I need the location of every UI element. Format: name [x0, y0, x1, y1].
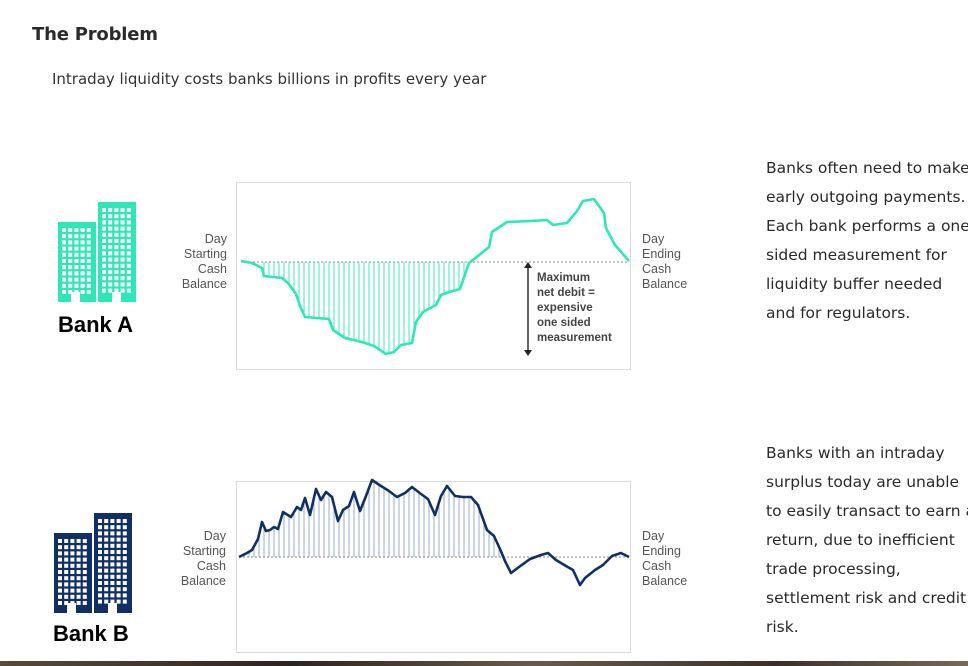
bank-b-start-label: Day Starting Cash Balance: [180, 529, 226, 588]
bank-a-start-label: Day Starting Cash Balance: [181, 232, 227, 291]
bank-a-description: Banks often need to make early outgoing …: [766, 159, 968, 322]
bank-b-description: Banks with an intraday surplus today are…: [766, 444, 968, 636]
building-icon-bank-b: [54, 513, 132, 613]
page-title: The Problem: [32, 24, 158, 45]
bank-a-end-label: Day Ending Cash Balance: [642, 232, 688, 291]
building-icon-bank-a: [58, 202, 136, 302]
bottom-strip: [0, 661, 968, 666]
bank-a-label: Bank A: [58, 312, 133, 337]
bank-a-annotation: Maximum net debit = expensive one sided …: [537, 272, 612, 344]
bank-a-chart-frame: [236, 182, 631, 370]
bank-b-label: Bank B: [53, 621, 129, 646]
bank-b-end-label: Day Ending Cash Balance: [642, 529, 688, 588]
page-subtitle: Intraday liquidity costs banks billions …: [52, 70, 487, 88]
